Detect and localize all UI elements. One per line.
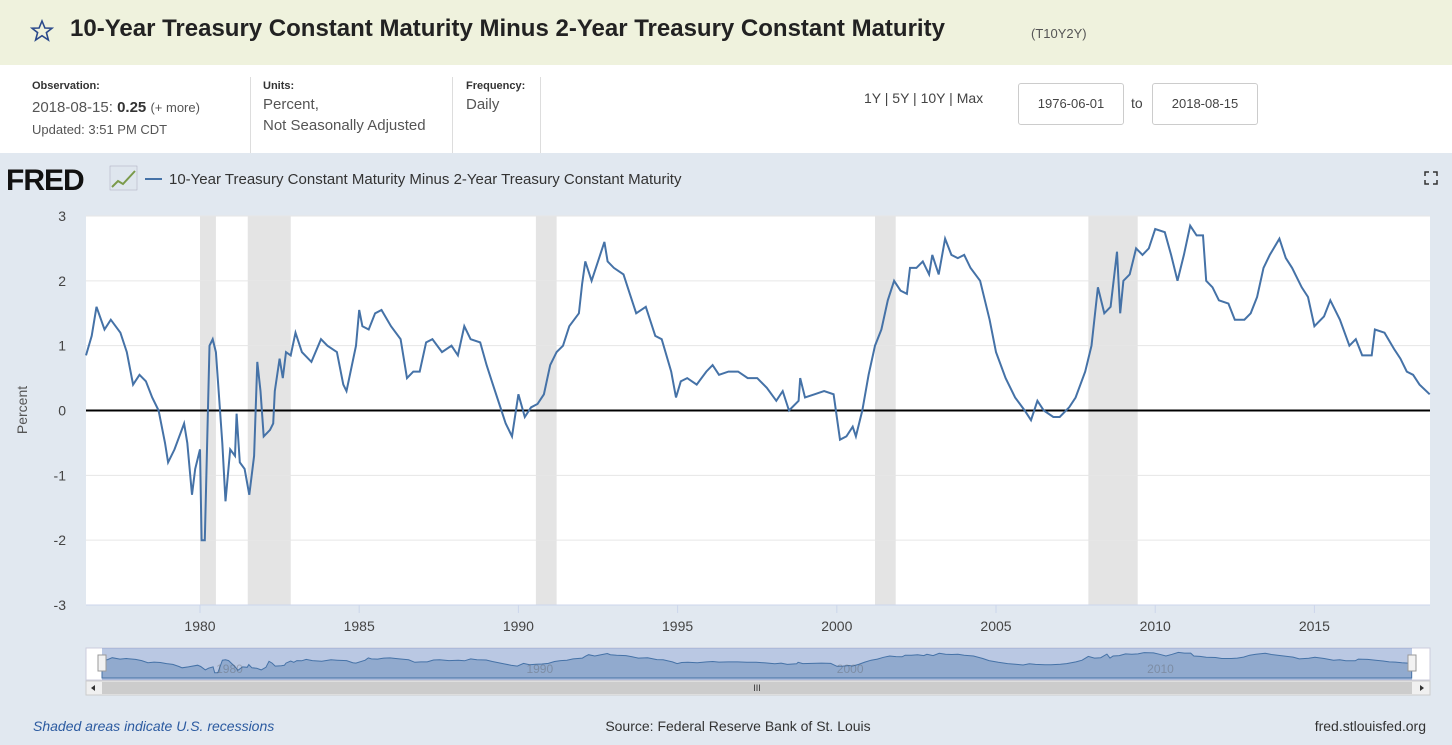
- range-links: 1Y | 5Y | 10Y | Max: [864, 90, 984, 106]
- scroll-right[interactable]: [1420, 685, 1424, 691]
- navigator-handle[interactable]: [1407, 654, 1417, 672]
- y-tick-label: 1: [58, 338, 66, 354]
- ticker: (T10Y2Y): [1031, 26, 1087, 41]
- y-tick-label: 3: [58, 208, 66, 224]
- start-date-input[interactable]: 1976-06-01: [1018, 83, 1124, 125]
- end-date-input[interactable]: 2018-08-15: [1152, 83, 1258, 125]
- x-tick-label: 2015: [1299, 618, 1330, 634]
- scroll-grip: III: [753, 683, 761, 693]
- fullscreen-icon[interactable]: [1424, 171, 1438, 185]
- navigator-tick-label: 1980: [216, 662, 243, 676]
- label: Units:: [263, 80, 295, 92]
- divider: [250, 77, 251, 153]
- logo: FRED: [6, 164, 84, 197]
- range-link[interactable]: Max: [956, 90, 984, 106]
- navigator-area: [101, 651, 1413, 679]
- more-link[interactable]: (+ more): [150, 100, 200, 115]
- chart-container: FRED 10-Year Treasury Constant Maturity …: [0, 153, 1452, 745]
- frequency: Daily: [466, 96, 500, 113]
- range-link[interactable]: 1Y: [864, 90, 881, 106]
- x-tick-label: 1990: [503, 618, 534, 634]
- x-tick-label: 2000: [821, 618, 852, 634]
- y-tick-label: -3: [54, 597, 67, 613]
- logo-icon: [109, 165, 138, 191]
- x-tick-label: 2005: [980, 618, 1011, 634]
- y-axis-label: Percent: [14, 386, 30, 434]
- scroll-left[interactable]: [91, 685, 95, 691]
- title: 10-Year Treasury Constant Maturity Minus…: [70, 15, 945, 42]
- x-tick-label: 1985: [344, 618, 375, 634]
- obs-date: 2018-08-15:: [32, 99, 113, 116]
- scrollbar-thumb[interactable]: [102, 682, 1412, 694]
- navigator-handle[interactable]: [97, 654, 107, 672]
- units: Not Seasonally Adjusted: [263, 117, 426, 134]
- star-icon[interactable]: [30, 19, 54, 43]
- y-tick-label: -1: [54, 467, 67, 483]
- obs: 2018-08-15: 0.25 (+ more): [32, 99, 200, 116]
- chart: FRED 10-Year Treasury Constant Maturity …: [6, 164, 1438, 734]
- legend-label: 10-Year Treasury Constant Maturity Minus…: [169, 171, 682, 188]
- divider: [452, 77, 453, 153]
- label: Frequency:: [466, 80, 526, 92]
- x-tick-label: 2010: [1140, 618, 1171, 634]
- y-tick-label: 0: [58, 403, 66, 419]
- range-link[interactable]: 10Y: [920, 90, 946, 106]
- navigator-selection: [102, 648, 1412, 680]
- navigator-tick-label: 2000: [837, 662, 864, 676]
- footer-note: Shaded areas indicate U.S. recessions: [33, 718, 274, 734]
- y-tick-label: -2: [54, 532, 67, 548]
- series-line: [85, 223, 1431, 542]
- units: Percent,: [263, 96, 319, 113]
- navigator-tick-label: 1990: [526, 662, 553, 676]
- navigator-tick-label: 2010: [1147, 662, 1174, 676]
- range-link[interactable]: 5Y: [892, 90, 910, 106]
- x-tick-label: 1980: [184, 618, 215, 634]
- to-label: to: [1131, 95, 1143, 111]
- footer-source: Source: Federal Reserve Bank of St. Loui…: [605, 718, 870, 734]
- updated: Updated: 3:51 PM CDT: [32, 122, 168, 137]
- info-bar: Observation: 2018-08-15: 0.25 (+ more) U…: [0, 65, 1452, 153]
- divider: [540, 77, 541, 153]
- navigator[interactable]: [85, 647, 1431, 681]
- header: 10-Year Treasury Constant Maturity Minus…: [0, 0, 1452, 65]
- y-tick-label: 2: [58, 273, 66, 289]
- label: Observation:: [32, 80, 100, 92]
- x-tick-label: 1995: [662, 618, 693, 634]
- obs-value: 0.25: [117, 99, 147, 116]
- footer-site[interactable]: fred.stlouisfed.org: [1315, 718, 1426, 734]
